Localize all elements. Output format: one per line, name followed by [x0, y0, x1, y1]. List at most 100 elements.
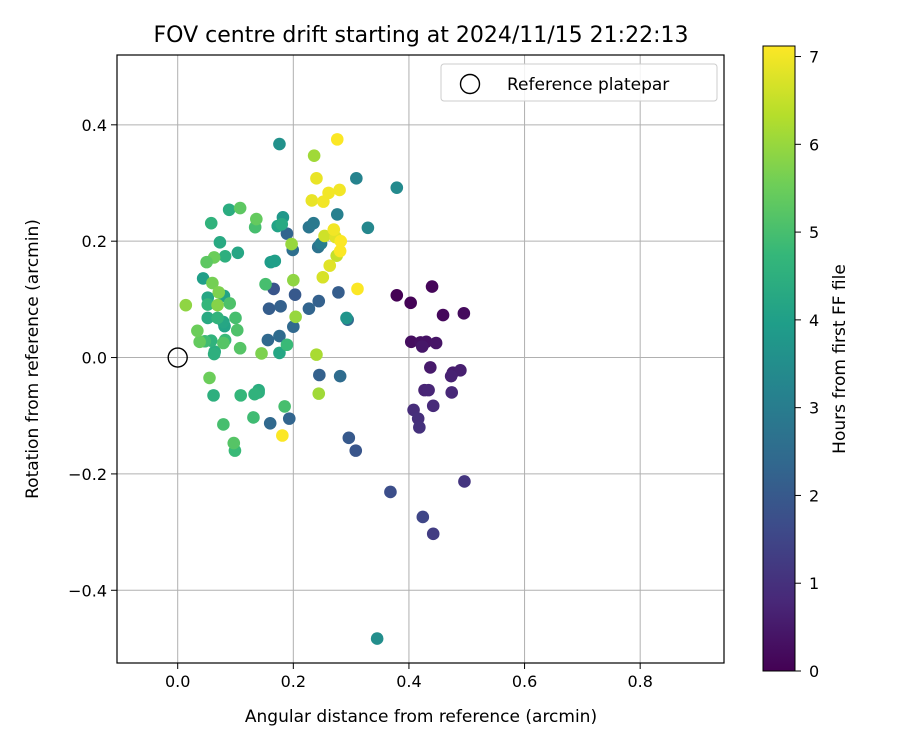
x-tick-label: 0.0	[165, 672, 190, 691]
scatter-point	[422, 383, 435, 397]
grid	[117, 55, 724, 663]
scatter-point	[425, 280, 439, 293]
colorbar-tick-label: 4	[809, 311, 819, 330]
scatter-point	[330, 208, 344, 221]
legend-label: Reference platepar	[507, 75, 669, 95]
scatter-point	[217, 336, 230, 350]
scatter-point	[263, 416, 277, 430]
scatter-point	[349, 444, 363, 457]
reference-platepar-marker	[167, 347, 188, 368]
scatter-point	[204, 216, 218, 230]
scatter-point	[211, 298, 224, 312]
scatter-point	[259, 277, 272, 291]
scatter-point	[179, 298, 193, 312]
plot-frame	[116, 54, 725, 664]
scatter-point	[404, 335, 418, 349]
scatter-point	[213, 236, 227, 249]
scatter-point	[288, 288, 302, 302]
scatter-point	[334, 234, 348, 248]
scatter-point	[350, 172, 363, 185]
scatter-point	[206, 276, 219, 290]
scatter-point	[201, 298, 215, 311]
scatter-point	[424, 361, 437, 374]
scatter-point	[229, 311, 242, 325]
scatter-point	[255, 347, 268, 360]
colorbar-tick-label: 7	[809, 48, 819, 67]
scatter-point	[203, 371, 216, 385]
colorbar-tick-label: 3	[809, 399, 819, 418]
scatter-point	[233, 201, 247, 215]
y-axis-label: Rotation from reference (arcmin)	[23, 219, 43, 499]
scatter-point	[415, 340, 429, 353]
scatter-point	[230, 323, 244, 337]
x-tick-label: 0.6	[512, 672, 537, 691]
scatter-point	[217, 418, 230, 431]
scatter-point	[280, 227, 294, 240]
scatter-point	[287, 320, 300, 334]
x-tick-label: 0.4	[396, 672, 421, 691]
colorbar-ticks: 0 1 2 3 4 5 6 7	[795, 48, 819, 681]
x-tick-label: 0.2	[281, 672, 306, 691]
scatter-point	[285, 237, 298, 251]
scatter-point	[268, 254, 282, 268]
y-axis-ticks: −0.4 −0.2 0.0 0.2 0.4	[68, 116, 117, 600]
scatter-point	[436, 308, 450, 322]
scatter-points	[179, 133, 471, 645]
scatter-point	[318, 229, 331, 243]
scatter-point	[310, 348, 323, 361]
scatter-point	[234, 389, 248, 402]
scatter-point	[227, 436, 241, 450]
scatter-point	[342, 431, 356, 445]
scatter-point	[200, 255, 213, 269]
scatter-point	[305, 194, 319, 207]
scatter-point	[454, 364, 467, 377]
scatter-point	[330, 133, 344, 146]
scatter-point	[457, 307, 471, 320]
scatter-point	[361, 221, 375, 235]
scatter-point	[445, 386, 459, 399]
colorbar-tick-label: 0	[809, 662, 819, 681]
scatter-point	[274, 300, 287, 313]
scatter-point	[444, 369, 458, 383]
scatter-point	[322, 186, 335, 200]
colorbar-tick-label: 2	[809, 486, 819, 505]
scatter-point	[289, 310, 302, 324]
scatter-point	[310, 172, 323, 185]
scatter-point	[201, 311, 215, 325]
scatter-point	[307, 149, 321, 162]
scatter-point	[282, 412, 296, 425]
legend-box	[440, 63, 718, 102]
y-tick-label: 0.0	[82, 349, 107, 368]
scatter-point	[250, 212, 263, 226]
scatter-point	[223, 297, 237, 310]
colorbar-tick-label: 5	[809, 223, 819, 242]
x-axis-label: Angular distance from reference (arcmin)	[245, 707, 597, 727]
colorbar-tick-label: 6	[809, 135, 819, 154]
y-tick-label: 0.2	[82, 232, 107, 251]
scatter-point	[327, 223, 341, 236]
scatter-point	[429, 336, 443, 350]
scatter-point	[351, 282, 364, 296]
scatter-point	[222, 203, 236, 217]
scatter-point	[323, 259, 337, 272]
y-tick-label: −0.4	[68, 581, 107, 600]
scatter-point	[273, 346, 286, 360]
scatter-point	[233, 341, 247, 355]
scatter-point	[191, 324, 204, 338]
legend: Reference platepar	[440, 63, 718, 102]
scatter-point	[404, 296, 417, 310]
scatter-point	[333, 244, 347, 258]
scatter-point	[333, 183, 346, 197]
legend-reference-marker	[459, 73, 481, 95]
colorbar-gradient	[762, 45, 796, 672]
scatter-point	[333, 369, 347, 383]
scatter-point	[212, 286, 226, 299]
scatter-point	[340, 311, 353, 325]
reference-marker-layer	[167, 347, 188, 368]
scatter-point	[426, 399, 440, 413]
scatter-point	[273, 137, 286, 151]
scatter-point	[302, 302, 316, 315]
scatter-point	[312, 294, 326, 308]
scatter-point	[316, 270, 330, 284]
